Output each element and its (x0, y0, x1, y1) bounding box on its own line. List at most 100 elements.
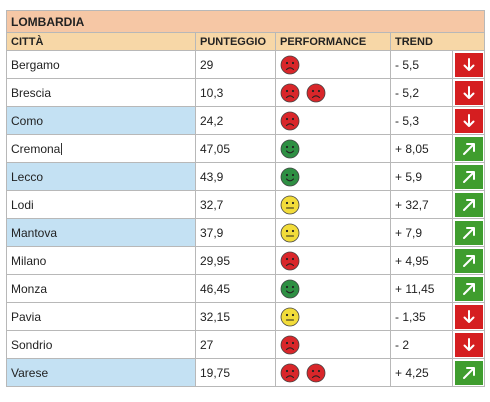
trend-arrow-cell (451, 218, 486, 247)
trend-arrow-cell (451, 274, 486, 303)
city-cell: Cremona (6, 134, 196, 163)
city-cell: Mantova (6, 218, 196, 247)
city-name: Brescia (11, 85, 52, 100)
trend-arrow-badge (454, 332, 483, 357)
score-cell: 37,9 (195, 218, 276, 247)
city-name: Varese (11, 365, 49, 380)
score-cell: 46,45 (195, 274, 276, 303)
trend-arrow-badge (454, 192, 483, 217)
happy-face-icon (280, 279, 300, 298)
table-row: Como 24,2 - 5,3 (6, 106, 486, 135)
trend-arrow-badge (454, 80, 483, 105)
table-row: Monza 46,45 + 11,45 (6, 274, 486, 303)
trend-arrow-cell (451, 330, 486, 359)
trend-arrow-cell (451, 106, 486, 135)
city-name: Bergamo (11, 57, 60, 72)
trend-value: - 1,35 (390, 302, 453, 331)
city-name: Lodi (11, 197, 34, 212)
performance-cell (275, 162, 391, 191)
region-title-row: LOMBARDIA (5, 10, 486, 33)
score-cell: 10,3 (195, 78, 276, 107)
trend-arrow-badge (454, 248, 483, 273)
city-name: Pavia (11, 309, 42, 324)
score-cell: 32,7 (195, 190, 276, 219)
city-name: Lecco (11, 169, 44, 184)
happy-face-icon (280, 139, 300, 158)
trend-value: - 5,5 (390, 50, 453, 79)
happy-face-icon (280, 167, 300, 186)
trend-value: + 4,25 (390, 358, 453, 387)
table-row: Brescia 10,3 - 5,2 (6, 78, 486, 107)
trend-arrow-cell (451, 190, 486, 219)
city-cell: Como (6, 106, 196, 135)
header-score: PUNTEGGIO (195, 32, 276, 51)
header-city: CITTÀ (6, 32, 196, 51)
trend-value: - 5,3 (390, 106, 453, 135)
city-name: Milano (11, 253, 47, 268)
trend-arrow-badge (454, 220, 483, 245)
city-cell: Varese (6, 358, 196, 387)
arrow-down-icon (463, 113, 475, 127)
trend-arrow-cell (451, 246, 486, 275)
neutral-face-icon (280, 223, 300, 242)
arrow-down-icon (463, 57, 475, 71)
arrow-down-icon (463, 85, 475, 99)
trend-value: + 8,05 (390, 134, 453, 163)
trend-arrow-cell (451, 358, 486, 387)
sad-face-icon (280, 335, 300, 354)
trend-arrow-badge (454, 136, 483, 161)
neutral-face-icon (280, 195, 300, 214)
trend-arrow-badge (454, 360, 483, 385)
city-cell: Lecco (6, 162, 196, 191)
trend-arrow-badge (454, 164, 483, 189)
arrow-up-right-icon (462, 254, 475, 267)
trend-value: + 4,95 (390, 246, 453, 275)
score-cell: 43,9 (195, 162, 276, 191)
arrow-down-icon (463, 337, 475, 351)
city-cell: Pavia (6, 302, 196, 331)
trend-arrow-badge (454, 276, 483, 301)
city-name: Sondrio (11, 337, 53, 352)
table-row: Varese 19,75 + 4,25 (6, 358, 486, 387)
performance-cell (275, 246, 391, 275)
sad-face-icon (306, 363, 326, 382)
score-cell: 29,95 (195, 246, 276, 275)
header-row: CITTÀ PUNTEGGIO PERFORMANCE TREND (6, 32, 486, 51)
table-row: Pavia 32,15 - 1,35 (6, 302, 486, 331)
city-name: Mantova (11, 225, 58, 240)
trend-value: + 5,9 (390, 162, 453, 191)
city-cell: Bergamo (6, 50, 196, 79)
arrow-up-right-icon (462, 198, 475, 211)
arrow-up-right-icon (462, 226, 475, 239)
sad-face-icon (280, 251, 300, 270)
score-cell: 19,75 (195, 358, 276, 387)
region-title: LOMBARDIA (5, 10, 486, 33)
table-row: Milano 29,95 + 4,95 (6, 246, 486, 275)
sad-face-icon (280, 363, 300, 382)
sad-face-icon (280, 111, 300, 130)
city-name: Monza (11, 281, 48, 296)
city-cell: Milano (6, 246, 196, 275)
arrow-down-icon (463, 309, 475, 323)
arrow-up-right-icon (462, 366, 475, 379)
score-cell: 24,2 (195, 106, 276, 135)
trend-value: + 32,7 (390, 190, 453, 219)
city-cell: Sondrio (6, 330, 196, 359)
neutral-face-icon (280, 307, 300, 326)
table-row: Lecco 43,9 + 5,9 (6, 162, 486, 191)
performance-cell (275, 78, 391, 107)
trend-value: + 11,45 (390, 274, 453, 303)
table-row: Cremona 47,05 + 8,05 (6, 134, 486, 163)
performance-cell (275, 358, 391, 387)
trend-arrow-cell (451, 78, 486, 107)
trend-arrow-badge (454, 304, 483, 329)
performance-cell (275, 218, 391, 247)
sad-face-icon (280, 83, 300, 102)
city-cell: Brescia (6, 78, 196, 107)
header-performance: PERFORMANCE (275, 32, 391, 51)
trend-arrow-cell (451, 50, 486, 79)
header-trend: TREND (389, 32, 486, 51)
performance-cell (275, 134, 391, 163)
arrow-up-right-icon (462, 170, 475, 183)
table-row: Mantova 37,9 + 7,9 (6, 218, 486, 247)
